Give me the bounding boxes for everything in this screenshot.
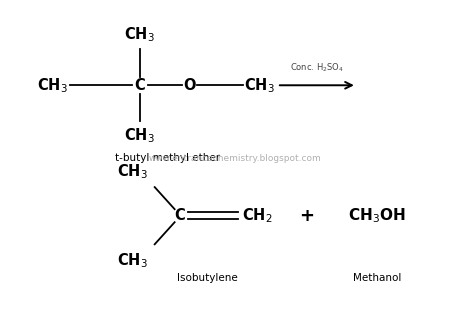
Text: CH$_3$: CH$_3$ [36,76,67,95]
Text: CH$_3$: CH$_3$ [124,26,155,44]
Text: Isobutylene: Isobutylene [177,273,237,283]
Text: +: + [300,207,314,225]
Text: C: C [174,208,185,223]
Text: CH$_3$: CH$_3$ [118,251,148,270]
Text: CH$_3$: CH$_3$ [245,76,275,95]
Text: CH$_3$: CH$_3$ [124,126,155,145]
Text: t-butyl methyl ether: t-butyl methyl ether [115,153,220,163]
Text: www.entrancechemistry.blogspot.com: www.entrancechemistry.blogspot.com [148,154,321,163]
Text: CH$_3$: CH$_3$ [118,162,148,181]
Text: Methanol: Methanol [353,273,401,283]
Text: Conc. H$_2$SO$_4$: Conc. H$_2$SO$_4$ [290,62,344,74]
Text: CH$_2$: CH$_2$ [242,206,273,225]
Text: CH$_3$OH: CH$_3$OH [348,206,406,225]
Text: O: O [183,78,196,93]
Text: C: C [134,78,145,93]
